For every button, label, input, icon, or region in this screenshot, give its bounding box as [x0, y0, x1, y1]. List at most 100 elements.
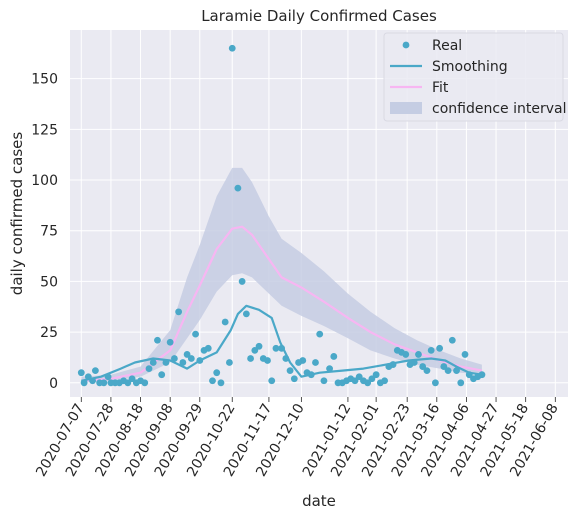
real-data-point [158, 371, 166, 379]
real-data-point [192, 330, 199, 338]
y-tick-label: 50 [40, 274, 58, 290]
real-data-point [330, 353, 338, 360]
real-data-point [448, 336, 456, 344]
smoothing-line-layer [81, 304, 483, 382]
real-data-point [77, 369, 85, 377]
legend-real-label: Real [432, 38, 462, 54]
real-data-point [427, 346, 435, 354]
real-data-point [213, 369, 221, 377]
real-data-point [217, 379, 225, 387]
confidence-band-layer [81, 167, 482, 383]
real-data-point [91, 367, 99, 375]
legend-fit-label: Fit [432, 80, 449, 96]
y-tick-label: 100 [31, 173, 58, 189]
real-data-point [410, 359, 418, 366]
real-data-point [179, 359, 187, 366]
real-data-point [247, 355, 254, 362]
real-data-point [307, 371, 315, 379]
real-data-point [128, 375, 136, 383]
real-data-point [415, 351, 422, 358]
real-data-point [162, 359, 170, 366]
legend-smoothing-label: Smoothing [432, 59, 508, 75]
real-data-point [255, 342, 263, 350]
real-data-point [268, 377, 276, 385]
y-tick-label: 25 [40, 325, 58, 341]
real-data-point [444, 367, 452, 375]
real-data-point [187, 355, 195, 362]
real-data-point [461, 351, 469, 358]
chart-title: Laramie Daily Confirmed Cases [201, 7, 437, 25]
real-data-point [175, 308, 183, 316]
real-data-point [170, 355, 178, 362]
real-data-point [238, 278, 246, 285]
real-data-point [316, 330, 324, 338]
legend-box [383, 32, 564, 122]
real-data-point [282, 355, 290, 362]
fit-line [81, 225, 483, 382]
y-tick-label: 150 [31, 72, 58, 88]
real-data-point [141, 379, 149, 387]
real-data-point [234, 184, 242, 192]
legend: Real Smoothing Fit confidence interval [383, 32, 566, 122]
y-axis-label: daily confirmed cases [8, 132, 26, 296]
legend-real-marker [402, 41, 410, 49]
real-data-point [264, 357, 271, 364]
real-data-point [320, 377, 328, 385]
real-data-point [389, 361, 397, 368]
real-data-point [204, 344, 212, 352]
real-data-point [149, 359, 157, 366]
real-data-point [453, 367, 460, 375]
real-data-point [312, 359, 319, 366]
legend-confidence-label: confidence interval [432, 101, 566, 117]
real-data-point [272, 344, 280, 352]
real-data-point [286, 367, 294, 375]
y-tick-label: 75 [40, 224, 58, 240]
real-points-layer [77, 44, 486, 387]
real-data-point [436, 344, 444, 352]
real-data-point [355, 373, 363, 381]
real-data-point [242, 310, 250, 318]
real-data-point [196, 357, 204, 364]
real-data-point [402, 351, 410, 358]
real-data-point [478, 371, 486, 379]
real-data-point [183, 351, 191, 358]
real-data-point [364, 379, 372, 387]
real-data-point [145, 365, 153, 373]
real-data-point [104, 373, 112, 381]
real-data-point [228, 44, 236, 52]
real-data-point [221, 318, 229, 326]
real-data-point [457, 379, 465, 387]
real-data-point [278, 344, 286, 352]
real-data-point [84, 373, 92, 381]
real-data-point [226, 359, 233, 366]
confidence-interval-band [81, 167, 482, 383]
real-data-point [423, 367, 431, 375]
real-data-point [440, 363, 448, 370]
real-data-point [209, 377, 216, 385]
real-data-point [381, 377, 389, 385]
y-tick-label: 125 [31, 122, 58, 138]
fit-line-layer [81, 225, 483, 382]
real-data-point [372, 371, 380, 379]
real-data-point [326, 365, 333, 373]
smoothing-line [81, 304, 483, 382]
real-data-point [251, 346, 259, 354]
y-tick-label: 0 [49, 376, 58, 392]
real-data-point [154, 336, 161, 344]
real-data-point [299, 357, 307, 364]
real-data-point [166, 338, 174, 346]
real-data-point [290, 375, 298, 383]
x-axis-label: date [302, 492, 336, 510]
real-data-point [351, 377, 359, 385]
real-data-point [465, 371, 473, 379]
real-data-point [80, 379, 88, 387]
legend-confidence-patch [390, 102, 422, 114]
real-data-point [124, 379, 132, 387]
real-data-point [368, 375, 376, 383]
real-data-point [431, 379, 439, 387]
real-data-point [89, 377, 96, 385]
real-data-point [100, 379, 108, 387]
real-data-point [419, 363, 427, 370]
